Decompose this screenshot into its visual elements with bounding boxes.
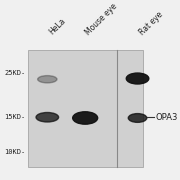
Text: HeLa: HeLa <box>47 17 67 37</box>
Ellipse shape <box>38 76 57 83</box>
Ellipse shape <box>73 112 98 124</box>
Text: 10KD-: 10KD- <box>5 149 26 155</box>
Text: OPA3: OPA3 <box>155 113 178 122</box>
Ellipse shape <box>128 114 147 122</box>
Text: 15KD-: 15KD- <box>5 114 26 120</box>
FancyBboxPatch shape <box>28 50 143 167</box>
Ellipse shape <box>126 73 149 84</box>
Text: Rat eye: Rat eye <box>138 10 165 37</box>
Ellipse shape <box>36 112 58 122</box>
Text: Mouse eye: Mouse eye <box>84 2 119 37</box>
Text: 25KD-: 25KD- <box>5 70 26 76</box>
